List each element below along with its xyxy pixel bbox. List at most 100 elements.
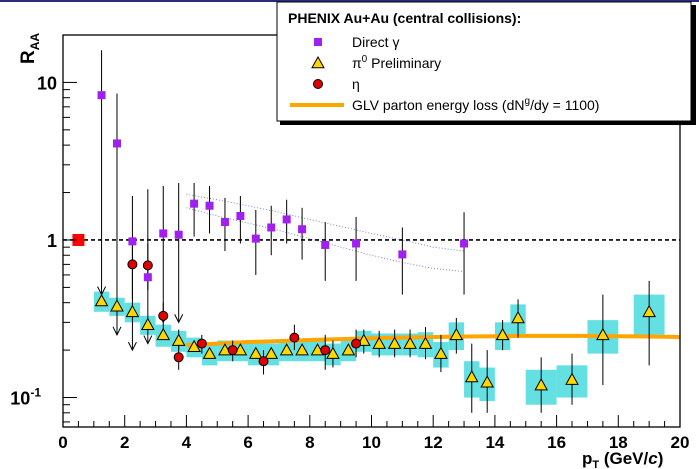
legend: PHENIX Au+Au (central collisions): Direc… bbox=[276, 1, 696, 125]
direct-gamma-point bbox=[352, 239, 361, 248]
pi0-point bbox=[279, 343, 294, 356]
x-tick-label: 0 bbox=[58, 433, 67, 452]
pi0-point bbox=[418, 336, 433, 349]
pi0-point bbox=[295, 343, 309, 356]
legend-entry-label: η bbox=[352, 76, 360, 92]
x-tick-label: 2 bbox=[120, 433, 129, 452]
x-tick-label: 16 bbox=[547, 433, 566, 452]
x-tick-label: 4 bbox=[182, 433, 192, 452]
x-axis-label-unit: (GeV/ bbox=[599, 449, 648, 468]
legend-entry-label: Direct γ bbox=[352, 34, 399, 50]
eta-point bbox=[142, 260, 153, 271]
pi0-point bbox=[341, 343, 356, 356]
legend-entries: Direct γ π0 Preliminary η GLV parton energy… bbox=[290, 34, 599, 113]
pi0-point bbox=[264, 346, 279, 359]
upper-limit-arrow bbox=[174, 314, 184, 324]
eta-point bbox=[351, 338, 362, 349]
pi0-point bbox=[642, 304, 656, 318]
tick-labels: 0 2 4 6 8 10 12 14 16 18 20 10-1 1 10 bbox=[10, 73, 689, 452]
direct-gamma-point bbox=[128, 237, 137, 246]
pi0-point bbox=[94, 293, 109, 307]
direct-gamma-point bbox=[236, 211, 245, 220]
pi0-point bbox=[511, 310, 525, 324]
eta-point bbox=[320, 345, 331, 356]
legend-entry-label: GLV parton energy loss (dNg/dy = 1100) bbox=[352, 96, 599, 113]
pi0-point bbox=[565, 372, 579, 385]
legend-title: PHENIX Au+Au (central collisions): bbox=[288, 10, 521, 26]
eta-point bbox=[127, 259, 138, 270]
legend-entry-label: π0 Preliminary bbox=[352, 54, 441, 71]
upper-limit-arrow bbox=[143, 335, 153, 345]
direct-gamma-point bbox=[282, 215, 291, 224]
direct-gamma-point bbox=[159, 229, 168, 238]
pi0-point bbox=[387, 336, 402, 349]
pi0-point bbox=[125, 304, 140, 318]
pi0-point bbox=[187, 339, 201, 353]
direct-gamma-point bbox=[398, 250, 407, 259]
pi0-point bbox=[171, 333, 186, 346]
direct-gamma-point bbox=[321, 240, 330, 249]
direct-gamma-point bbox=[220, 218, 229, 227]
pi0-point bbox=[449, 327, 464, 341]
y-axis-label-sub: AA bbox=[28, 33, 42, 51]
pi0-point bbox=[534, 378, 549, 391]
legend-entry-label-sup: 0 bbox=[362, 54, 368, 65]
direct-gamma-point bbox=[174, 230, 183, 239]
legend-box bbox=[276, 1, 692, 122]
y-tick-label-exponent: -1 bbox=[30, 386, 41, 400]
x-axis-label-sub: T bbox=[592, 459, 599, 469]
eta-point bbox=[258, 356, 269, 367]
pi0-point bbox=[372, 336, 387, 349]
direct-gamma-point bbox=[190, 199, 199, 208]
pi0-point bbox=[403, 336, 417, 349]
pi0-point bbox=[326, 346, 340, 359]
data-markers bbox=[72, 91, 656, 391]
y-tick-label: 1 bbox=[47, 231, 57, 251]
legend-circle-swatch bbox=[313, 79, 323, 89]
upper-limit-arrow bbox=[112, 326, 122, 336]
y-tick-label: 10 bbox=[37, 73, 57, 93]
pi0-point bbox=[596, 327, 610, 341]
x-tick-label: 12 bbox=[424, 433, 443, 452]
pi0-point bbox=[110, 299, 124, 312]
direct-gamma-point bbox=[112, 139, 121, 148]
direct-gamma-point bbox=[143, 273, 152, 282]
y-tick-label: 10-1 bbox=[10, 386, 41, 409]
x-axis-label: pT (GeV/c) bbox=[582, 449, 663, 469]
glv-curve bbox=[186, 333, 681, 348]
direct-gamma-point bbox=[267, 223, 276, 232]
direct-gamma-point bbox=[298, 225, 307, 234]
x-tick-label: 10 bbox=[362, 433, 381, 452]
x-tick-label: 8 bbox=[305, 433, 314, 452]
pi0-point bbox=[140, 317, 155, 330]
direct-gamma-point bbox=[97, 91, 106, 100]
legend-entry-label-main: η bbox=[352, 76, 360, 92]
upper-limit-arrow bbox=[127, 341, 137, 352]
pi0-point bbox=[495, 327, 510, 341]
axis-ticks bbox=[62, 34, 681, 427]
eta-point bbox=[289, 332, 300, 343]
pi0-point bbox=[202, 346, 217, 359]
pi0-point bbox=[156, 327, 171, 341]
legend-entry-label-main: Direct γ bbox=[352, 34, 399, 50]
direct-gamma-point bbox=[251, 234, 260, 243]
x-tick-label: 20 bbox=[671, 433, 690, 452]
direct-gamma-point bbox=[205, 201, 214, 210]
normalization-box bbox=[72, 233, 85, 246]
top-frame-line bbox=[0, 0, 699, 2]
x-tick-label: 14 bbox=[485, 433, 504, 452]
legend-square-swatch bbox=[314, 38, 322, 46]
x-axis-label-c: c bbox=[648, 449, 658, 468]
legend-entry-label-main: π bbox=[352, 55, 362, 71]
pi0-point bbox=[248, 346, 263, 359]
pi0-point bbox=[480, 375, 495, 388]
x-axis-label-close: ) bbox=[658, 449, 664, 468]
eta-point bbox=[227, 345, 238, 356]
pi0-point bbox=[464, 369, 479, 383]
legend-entry-label-main: GLV parton energy loss (dN bbox=[352, 97, 525, 113]
eta-point bbox=[196, 338, 207, 349]
eta-point bbox=[158, 310, 169, 321]
y-axis-label: RAA bbox=[18, 33, 42, 64]
legend-entry-label-sup: g bbox=[525, 96, 531, 107]
